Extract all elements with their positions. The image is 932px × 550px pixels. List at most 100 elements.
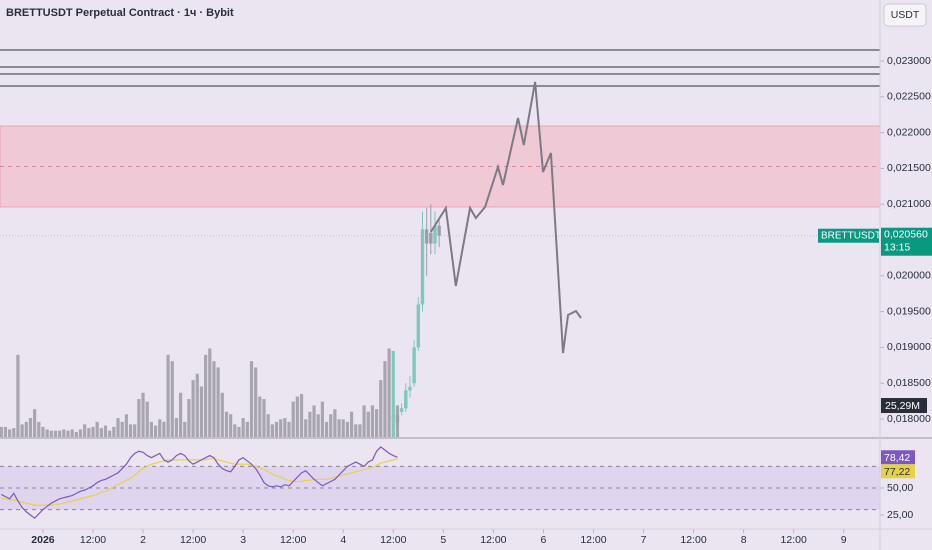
- volume-bar: [99, 428, 103, 437]
- volume-bar: [183, 421, 187, 437]
- volume-bar: [112, 426, 116, 437]
- volume-bar: [53, 430, 58, 437]
- volume-tag-box: [881, 398, 927, 414]
- y-tick-label: 0,021000: [887, 198, 931, 210]
- volume-bar: [12, 428, 16, 437]
- volume-bar: [0, 426, 3, 437]
- candle-body: [429, 232, 433, 244]
- volume-bar: [162, 421, 166, 437]
- volume-bar: [178, 392, 183, 437]
- volume-bar: [329, 414, 333, 437]
- y-tick-label: 0,022000: [887, 126, 931, 138]
- currency-button[interactable]: [883, 3, 927, 27]
- volume-bar: [375, 409, 379, 437]
- volume-bar: [187, 399, 191, 437]
- x-tick-label: 12:00: [180, 534, 206, 546]
- volume-bar: [241, 418, 245, 437]
- candle-body: [416, 304, 421, 348]
- volume-bar: [133, 424, 137, 437]
- volume-bar: [254, 367, 258, 437]
- y-tick-label: 0,018500: [887, 377, 931, 389]
- volume-bar: [45, 429, 49, 437]
- volume-bar: [279, 419, 283, 437]
- volume-bar: [333, 409, 337, 437]
- y-tick-label: 0,018000: [887, 413, 931, 425]
- volume-bar: [229, 414, 233, 437]
- volume-bar: [349, 411, 354, 437]
- y-tick-label: 0,023000: [887, 55, 931, 67]
- rsi-tick-label: 25,00: [887, 509, 913, 521]
- volume-bar: [95, 421, 99, 437]
- volume-bar: [258, 396, 262, 437]
- volume-bar: [308, 411, 312, 437]
- volume-bar: [33, 409, 37, 437]
- volume-bar: [128, 424, 133, 437]
- x-tick-label: 7: [641, 534, 647, 546]
- volume-bar: [124, 414, 128, 437]
- chart-title: BRETTUSDT Perpetual Contract · 1ч · Bybi…: [6, 7, 234, 19]
- y-tick-label: 0,021500: [887, 162, 931, 174]
- volume-bar: [70, 429, 74, 437]
- volume-bar: [316, 414, 320, 437]
- rsi-ma-line: [1, 457, 398, 506]
- volume-bar: [324, 421, 329, 437]
- volume-bar: [120, 421, 124, 437]
- x-tick-label: 2026: [31, 534, 55, 546]
- volume-bar: [216, 367, 220, 437]
- volume-bar: [7, 429, 12, 437]
- volume-bar: [249, 361, 254, 437]
- layer-back: [0, 49, 884, 533]
- x-tick-label: 12:00: [680, 534, 706, 546]
- volume-bar: [137, 399, 141, 437]
- volume-bar: [304, 419, 308, 437]
- x-tick-label: 3: [240, 534, 246, 546]
- volume-bar: [87, 428, 91, 437]
- volume-bar: [266, 414, 270, 437]
- volume-bar: [49, 430, 53, 437]
- candle-body: [424, 229, 429, 244]
- volume-bar: [283, 418, 287, 437]
- volume-bar: [391, 351, 395, 437]
- price-tag-countdown: 13:15: [884, 242, 910, 254]
- volume-bar: [37, 421, 41, 437]
- volume-bar: [74, 431, 78, 437]
- x-tick-label: 12:00: [781, 534, 807, 546]
- volume-bar: [108, 430, 112, 437]
- candle-body: [437, 225, 441, 236]
- candle-body: [404, 390, 408, 409]
- volume-bar: [153, 425, 158, 437]
- volume-bar: [158, 419, 162, 437]
- candle-body: [420, 229, 425, 305]
- x-tick-label: 8: [741, 534, 747, 546]
- volume-bar: [295, 396, 299, 437]
- price-tag-symbol-box: [818, 228, 879, 243]
- rsi-tag-box: [881, 450, 915, 465]
- volume-bar: [370, 405, 375, 437]
- volume-bar: [62, 429, 66, 437]
- volume-bar: [345, 421, 350, 437]
- volume-bar: [274, 421, 279, 437]
- x-tick-label: 4: [340, 534, 346, 546]
- currency-label[interactable]: USDT: [891, 9, 920, 21]
- price-tag-symbol: BRETTUSDT.P: [821, 230, 890, 241]
- volume-bar: [354, 424, 358, 437]
- layer-front: 2026 12:00 2 12:00 3 12:00 4 12:00 5 12:00 6 12:00 7…: [31, 55, 932, 546]
- volume-bar: [91, 426, 95, 437]
- x-tick-label: 12:00: [380, 534, 406, 546]
- y-tick-label: 0,019500: [887, 305, 931, 317]
- volume-bar: [262, 399, 266, 437]
- volume-bar: [41, 426, 45, 437]
- layer-main: [0, 81, 582, 520]
- x-tick-label: 12:00: [580, 534, 606, 546]
- y-tick-label: 0,022500: [887, 91, 931, 103]
- volume-bar: [141, 392, 145, 437]
- volume-bar: [320, 401, 324, 437]
- x-tick-label: 5: [440, 534, 446, 546]
- volume-bar: [387, 348, 391, 437]
- volume-bar: [224, 411, 229, 437]
- volume-bar: [66, 430, 70, 437]
- volume-bar: [199, 386, 204, 437]
- y-tick-label: 0,019000: [887, 341, 931, 353]
